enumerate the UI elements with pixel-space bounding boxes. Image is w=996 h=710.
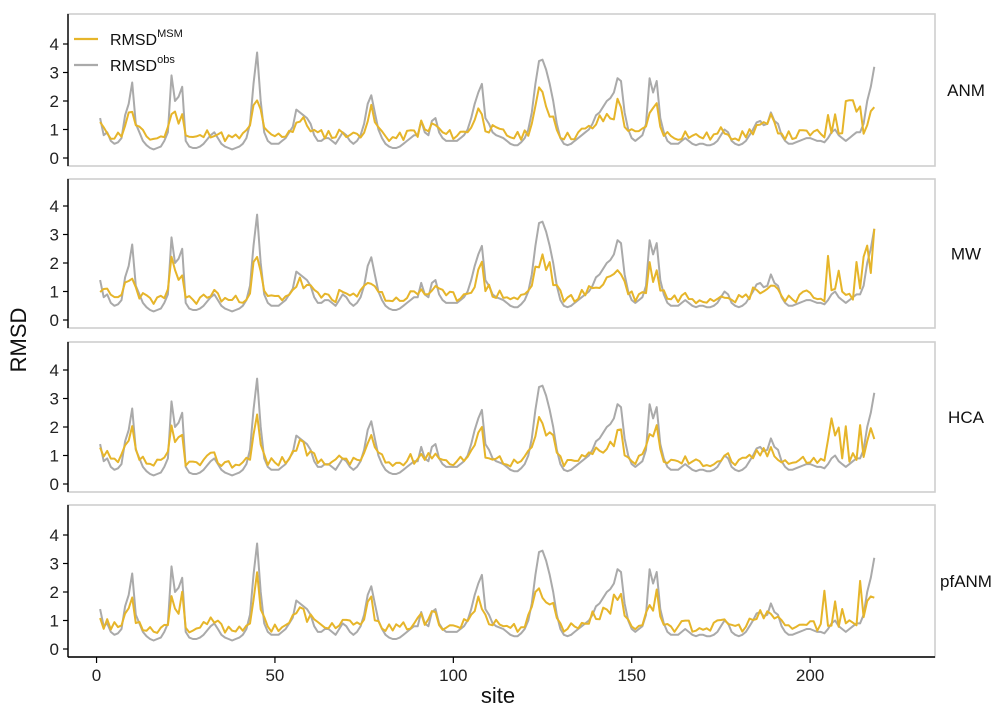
- y-tick-label: 0: [50, 640, 59, 659]
- y-tick-label: 4: [50, 35, 59, 54]
- panel-anm: 0 1 2 3 4 ANM: [50, 13, 985, 168]
- panel-label: pfANM: [940, 572, 992, 591]
- y-tick-label: 4: [50, 361, 59, 380]
- legend-msm-sup: MSM: [157, 28, 183, 40]
- panel-label: MW: [951, 245, 981, 264]
- y-tick-label: 1: [50, 283, 59, 302]
- legend-obs-base: RMSD: [110, 58, 157, 75]
- panel-label: HCA: [948, 408, 985, 427]
- series-line-rmsd-obs: [99, 213, 876, 313]
- y-tick-label: 0: [50, 149, 59, 168]
- series-line-rmsd-msm: [99, 571, 875, 634]
- y-axis-title: RMSD: [6, 308, 31, 373]
- y-tick-label: 2: [50, 418, 59, 437]
- panel-mw: 0 1 2 3 4 MW: [50, 178, 981, 330]
- x-tick-label: 50: [265, 666, 284, 685]
- y-tick-label: 1: [50, 121, 59, 140]
- y-tick-label: 0: [50, 475, 59, 494]
- y-tick-label: 4: [50, 197, 59, 216]
- y-tick-label: 2: [50, 583, 59, 602]
- legend-msm-base: RMSD: [110, 32, 157, 49]
- x-tick-label: 100: [439, 666, 467, 685]
- y-tick-label: 0: [50, 311, 59, 330]
- x-axis-title: site: [481, 683, 515, 708]
- y-tick-label: 1: [50, 447, 59, 466]
- series-line-rmsd-msm: [99, 228, 876, 305]
- series-line-rmsd-obs: [99, 377, 876, 477]
- legend-msm-label: RMSDMSM: [110, 28, 183, 49]
- panel-label: ANM: [947, 81, 985, 100]
- y-tick-label: 3: [50, 64, 59, 83]
- series-line-rmsd-obs: [99, 542, 876, 642]
- series-line-rmsd-msm: [99, 413, 876, 469]
- axes-layer: 0 50 100 150 200: [68, 656, 935, 685]
- x-tick-label: 0: [92, 666, 101, 685]
- y-tick-label: 3: [50, 555, 59, 574]
- panel-hca: 0 1 2 3 4 HCA: [50, 341, 985, 494]
- y-tick-label: 3: [50, 390, 59, 409]
- panels-layer: 0 1 2 3 4 ANM 0 1 2 3 4 MW 0 1 2 3 4 HCA 0 1 2 3 4 pfANM: [50, 13, 992, 659]
- y-tick-label: 3: [50, 226, 59, 245]
- series-line-rmsd-msm: [99, 86, 876, 143]
- y-tick-label: 2: [50, 92, 59, 111]
- panel-frame: [67, 178, 936, 329]
- legend: RMSDMSM RMSDobs: [74, 28, 183, 75]
- x-tick-label: 200: [796, 666, 824, 685]
- panel-frame: [67, 13, 936, 167]
- panel-frame: [67, 504, 936, 658]
- x-tick-label: 150: [618, 666, 646, 685]
- y-tick-label: 2: [50, 254, 59, 273]
- y-tick-label: 1: [50, 612, 59, 631]
- panel-pfanm: 0 1 2 3 4 pfANM: [50, 504, 992, 659]
- series-line-rmsd-obs: [99, 51, 876, 151]
- y-tick-label: 4: [50, 526, 59, 545]
- legend-obs-sup: obs: [157, 54, 175, 66]
- legend-obs-label: RMSDobs: [110, 54, 175, 75]
- panel-frame: [67, 341, 936, 493]
